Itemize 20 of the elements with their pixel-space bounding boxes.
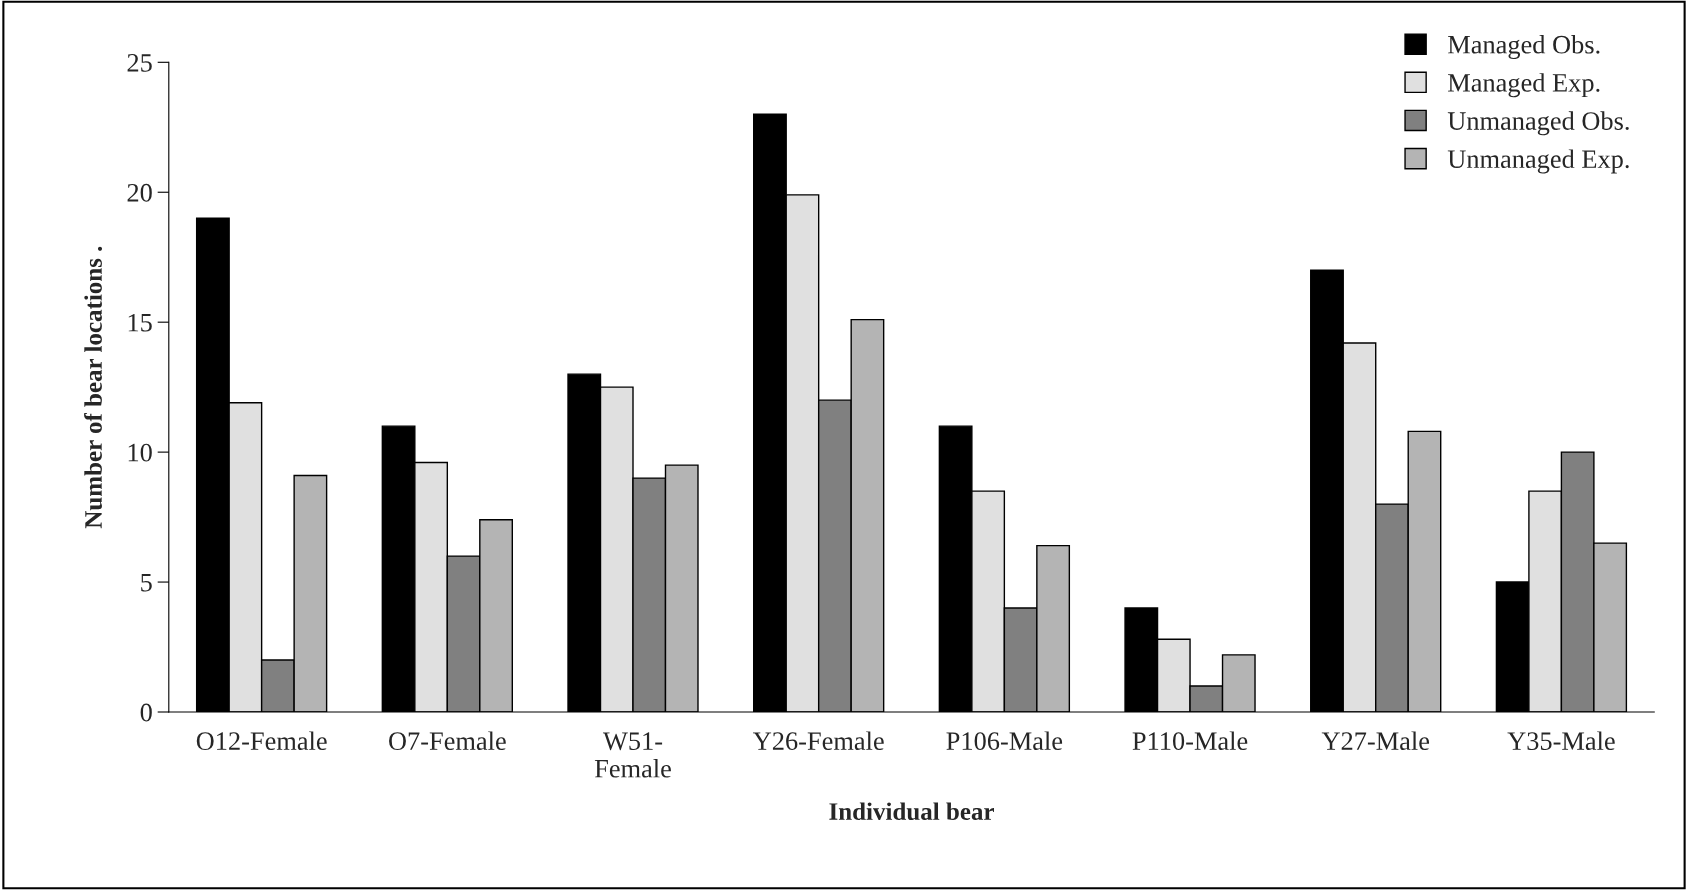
y-axis-title: Number of bear locations . [84, 246, 103, 529]
y-tick-label: 20 [127, 183, 152, 202]
y-tick-label: 0 [140, 703, 152, 722]
y-tick-label: 25 [127, 53, 152, 72]
x-tick-label: Y27-Male [1321, 731, 1430, 751]
x-tick-label: W51- Female [594, 732, 671, 778]
legend-label: Unmanaged Exp. [1447, 149, 1629, 174]
y-tick-label: 5 [141, 573, 152, 592]
legend-label: Managed Obs. [1448, 35, 1600, 60]
legend-label: Unmanaged Obs. [1447, 111, 1629, 136]
x-tick-label: Y26-Female [753, 731, 884, 751]
x-tick-label: O7-Female [389, 731, 506, 751]
legend-label: Managed Exp. [1448, 73, 1600, 98]
x-tick-label: P110-Male [1132, 731, 1248, 751]
y-tick-label: 10 [128, 443, 152, 462]
x-axis-title: Individual bear [829, 802, 994, 821]
x-tick-label: O12-Female [196, 731, 327, 751]
x-tick-label: P106-Male [946, 731, 1063, 751]
x-tick-label: Y35-Male [1507, 731, 1615, 751]
y-tick-label: 15 [128, 313, 152, 332]
